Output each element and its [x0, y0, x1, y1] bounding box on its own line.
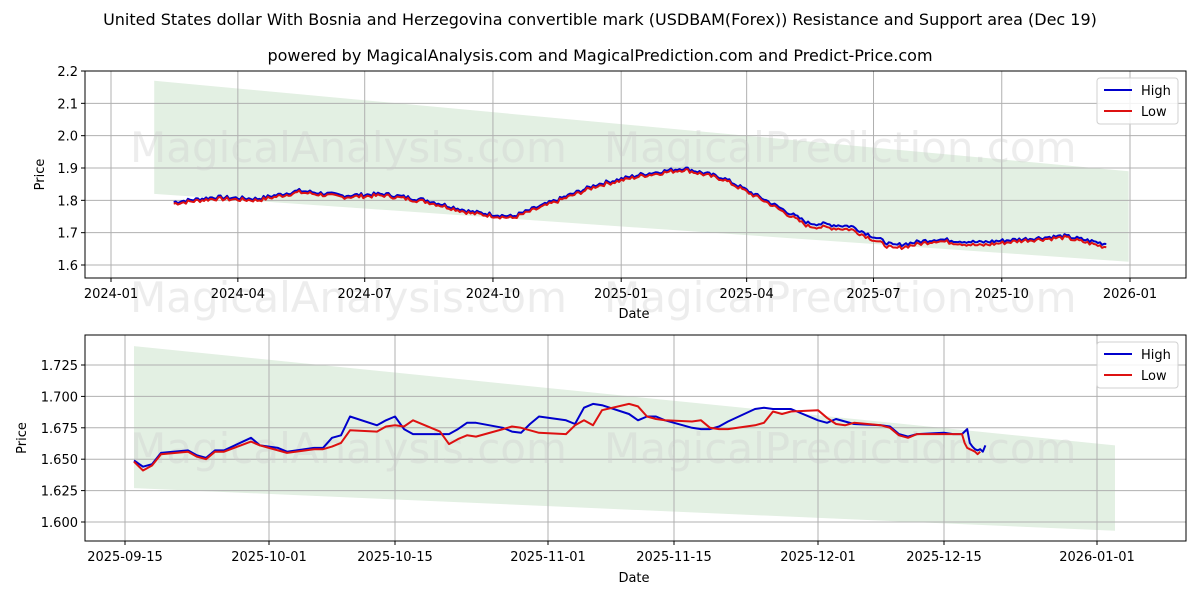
support-resistance-band — [154, 80, 1129, 262]
legend-label-high: High — [1141, 84, 1171, 99]
watermark-text: MagicalPrediction.com — [604, 273, 1077, 322]
watermark-text: MagicalAnalysis.com — [130, 273, 567, 322]
x-axis-label: Date — [618, 307, 649, 322]
y-tick-label: 1.7 — [57, 227, 78, 242]
x-tick-label: 2024-07 — [338, 287, 392, 302]
x-tick-label: 2024-10 — [466, 287, 520, 302]
y-tick-label: 1.650 — [41, 453, 78, 468]
y-tick-label: 2.1 — [57, 97, 78, 112]
legend-label-low: Low — [1141, 105, 1167, 120]
y-tick-label: 2.2 — [57, 65, 78, 80]
y-tick-label: 1.725 — [41, 359, 78, 374]
x-tick-label: 2024-04 — [211, 287, 265, 302]
y-tick-label: 1.600 — [41, 516, 78, 531]
x-tick-label: 2025-12-15 — [906, 550, 982, 565]
y-tick-label: 1.700 — [41, 390, 78, 405]
x-tick-label: 2025-12-01 — [780, 550, 856, 565]
x-tick-label: 2025-09-15 — [87, 550, 163, 565]
y-tick-label: 1.675 — [41, 422, 78, 437]
watermark-text: MagicalAnalysis.com — [130, 123, 567, 172]
x-tick-label: 2025-07 — [846, 287, 900, 302]
y-axis-label: Price — [15, 422, 30, 454]
axes-frame — [84, 334, 1187, 542]
legend: High Low — [1096, 77, 1179, 125]
x-tick-label: 2026-01 — [1103, 287, 1157, 302]
series-line-high — [173, 166, 1107, 248]
x-tick-label: 2025-10-15 — [357, 550, 433, 565]
x-tick-label: 2025-10 — [975, 287, 1029, 302]
axes-frame — [84, 70, 1187, 279]
series-line-low — [133, 402, 981, 472]
y-tick-label: 1.625 — [41, 485, 78, 500]
support-resistance-band — [134, 346, 1115, 531]
y-tick-label: 1.6 — [57, 259, 78, 274]
x-tick-label: 2025-01 — [594, 287, 648, 302]
legend-label-low: Low — [1141, 369, 1167, 384]
x-tick-label: 2025-04 — [719, 287, 773, 302]
x-tick-label: 2026-01-01 — [1059, 550, 1135, 565]
series-line-low — [173, 168, 1107, 251]
x-tick-label: 2025-11-01 — [510, 550, 586, 565]
watermark-text: MagicalPrediction.com — [604, 424, 1077, 473]
chart-panel-1: MagicalAnalysis.com MagicalAnalysis.com Ma… — [33, 65, 1187, 322]
chart-subtitle: powered by MagicalAnalysis.com and Magic… — [267, 46, 933, 65]
y-tick-label: 1.9 — [57, 162, 78, 177]
y-axis-label: Price — [33, 159, 48, 191]
x-tick-label: 2025-10-01 — [231, 550, 307, 565]
y-tick-label: 1.8 — [57, 194, 78, 209]
chart-panel-2: MagicalAnalysis.com MagicalPrediction.com… — [15, 334, 1187, 586]
chart-title: United States dollar With Bosnia and Her… — [103, 10, 1097, 29]
legend: High Low — [1096, 341, 1179, 389]
x-tick-label: 2024-01 — [84, 287, 138, 302]
watermark-text: MagicalPrediction.com — [604, 123, 1077, 172]
legend-label-high: High — [1141, 348, 1171, 363]
x-axis-label: Date — [618, 571, 649, 586]
y-tick-label: 2.0 — [57, 130, 78, 145]
x-tick-label: 2025-11-15 — [636, 550, 712, 565]
